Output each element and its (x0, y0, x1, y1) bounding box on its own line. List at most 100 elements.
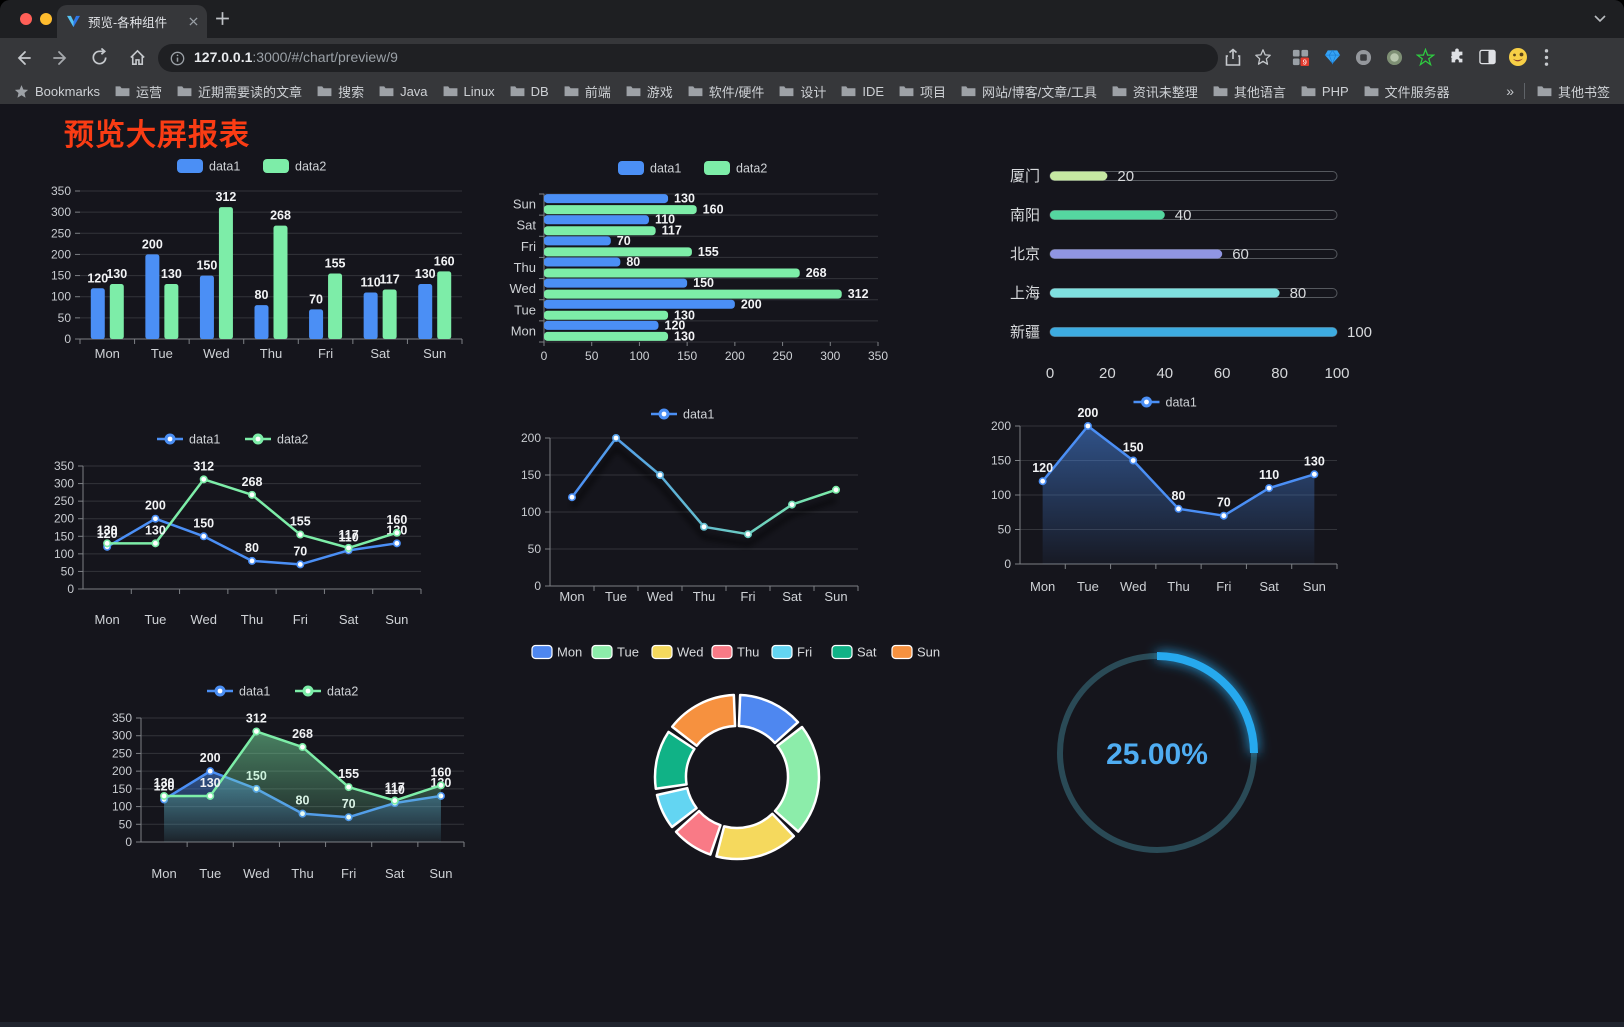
svg-text:110: 110 (361, 275, 381, 289)
svg-text:50: 50 (998, 523, 1012, 537)
extension-green-star-icon[interactable] (1416, 48, 1435, 67)
svg-text:300: 300 (51, 205, 71, 219)
svg-text:40: 40 (1175, 207, 1192, 224)
svg-text:130: 130 (1304, 454, 1325, 468)
svg-text:50: 50 (119, 817, 133, 831)
url-text: 127.0.0.1:3000/#/chart/preview/9 (194, 49, 398, 65)
forward-icon[interactable] (52, 49, 70, 67)
folder-icon (779, 86, 794, 97)
folder-icon (1301, 86, 1316, 97)
bookmarks-manager[interactable]: Bookmarks (14, 84, 100, 99)
extension-grid-icon[interactable]: 9 (1291, 48, 1310, 67)
svg-text:80: 80 (626, 255, 640, 269)
svg-text:Sun: Sun (423, 346, 446, 361)
folder-icon (1213, 86, 1228, 97)
svg-text:Wed: Wed (510, 281, 537, 296)
svg-text:20: 20 (1117, 168, 1134, 185)
minimize-window-button[interactable] (40, 13, 52, 25)
extension-panel-icon[interactable] (1479, 49, 1496, 65)
tab-search-chevron-icon[interactable] (1594, 15, 1606, 23)
folder-icon (1537, 86, 1552, 97)
bookmark-folder[interactable]: PHP (1301, 84, 1349, 99)
svg-text:Wed: Wed (203, 346, 230, 361)
svg-text:100: 100 (54, 547, 74, 561)
svg-text:160: 160 (430, 765, 451, 779)
svg-text:200: 200 (200, 751, 221, 765)
share-icon[interactable] (1224, 48, 1242, 67)
bookmark-folder[interactable]: 运营 (115, 82, 162, 101)
svg-text:data1: data1 (189, 433, 220, 447)
chart-area-single: 0 50 100 150 200 Mon Tue Wed Thu Fri Sat Sun 120 200 1… (990, 391, 1345, 603)
reload-icon[interactable] (90, 48, 109, 67)
bookmark-folder[interactable]: 软件/硬件 (688, 82, 764, 101)
folder-icon (961, 86, 976, 97)
bookmark-folder[interactable]: DB (510, 84, 549, 99)
svg-text:Wed: Wed (647, 589, 674, 604)
extension-circle-icon[interactable] (1355, 49, 1372, 66)
svg-text:data2: data2 (277, 433, 308, 447)
bookmarks-divider (1523, 83, 1525, 99)
svg-text:Sun: Sun (513, 197, 536, 212)
bookmarks-overflow-chevron[interactable]: » (1506, 83, 1514, 99)
svg-text:350: 350 (112, 711, 132, 725)
svg-text:Tue: Tue (1077, 579, 1099, 594)
svg-text:data2: data2 (327, 685, 358, 699)
browser-tab[interactable]: 预览-各种组件 (57, 5, 207, 38)
bookmark-folder[interactable]: 设计 (779, 82, 826, 101)
svg-text:110: 110 (1259, 468, 1279, 482)
svg-text:110: 110 (338, 530, 358, 544)
svg-text:200: 200 (142, 237, 163, 251)
svg-text:南阳: 南阳 (1010, 207, 1040, 224)
svg-text:117: 117 (662, 224, 682, 238)
chart-bar-vertical: 0 50 100 150 200 250 300 350 Mon Tue Wed Thu Fri Sat S… (38, 152, 470, 386)
bookmark-folder[interactable]: 游戏 (626, 82, 673, 101)
url-bar[interactable]: 127.0.0.1:3000/#/chart/preview/9 (158, 44, 1218, 72)
svg-text:上海: 上海 (1010, 285, 1040, 302)
back-icon[interactable] (14, 49, 32, 67)
bookmark-folder[interactable]: 其他语言 (1213, 82, 1286, 101)
svg-text:Thu: Thu (260, 346, 282, 361)
bookmark-folder[interactable]: Java (379, 84, 428, 99)
svg-text:100: 100 (521, 505, 541, 519)
new-tab-button[interactable] (214, 10, 231, 27)
other-bookmarks-folder[interactable]: 其他书签 (1537, 82, 1610, 101)
svg-text:200: 200 (112, 764, 132, 778)
svg-text:Sun: Sun (917, 645, 940, 660)
svg-text:250: 250 (54, 494, 74, 508)
bookmark-folder[interactable]: 项目 (899, 82, 946, 101)
site-info-icon[interactable] (170, 51, 185, 66)
svg-text:data2: data2 (295, 160, 326, 174)
svg-text:Fri: Fri (293, 612, 308, 627)
svg-text:268: 268 (292, 727, 313, 741)
bookmark-folder[interactable]: 文件服务器 (1364, 82, 1450, 101)
home-icon[interactable] (128, 48, 147, 67)
svg-text:350: 350 (51, 184, 71, 198)
bookmark-folder[interactable]: 资讯未整理 (1112, 82, 1198, 101)
bookmark-folder[interactable]: Linux (443, 84, 495, 99)
bookmark-star-icon[interactable] (1254, 48, 1272, 66)
svg-text:data1: data1 (683, 408, 714, 422)
bookmark-folder[interactable]: 网站/博客/文章/工具 (961, 82, 1097, 101)
kebab-menu-icon[interactable] (1544, 48, 1549, 67)
bookmark-folder[interactable]: 近期需要读的文章 (177, 82, 302, 101)
folder-icon (115, 86, 130, 97)
svg-text:0: 0 (125, 835, 132, 849)
bookmark-folder[interactable]: IDE (841, 84, 884, 99)
extension-green-circle-icon[interactable] (1386, 49, 1403, 66)
svg-text:Thu: Thu (291, 866, 313, 881)
bookmark-folder[interactable]: 前端 (564, 82, 611, 101)
extension-emoji-icon[interactable] (1508, 47, 1528, 67)
svg-text:350: 350 (54, 459, 74, 473)
bottom-strip (0, 1022, 1624, 1027)
svg-text:Fri: Fri (318, 346, 333, 361)
chart-line-gradient: 0 50 100 150 200 Mon Tue Wed Thu Fri Sat Sun data1 (505, 401, 865, 613)
tab-close-icon[interactable] (189, 17, 198, 26)
svg-text:Mon: Mon (511, 323, 536, 338)
extension-gem-icon[interactable] (1324, 49, 1341, 65)
close-window-button[interactable] (20, 13, 32, 25)
tab-title: 预览-各种组件 (88, 16, 168, 30)
svg-text:Sat: Sat (857, 645, 877, 660)
svg-text:Tue: Tue (199, 866, 221, 881)
bookmark-folder[interactable]: 搜索 (317, 82, 364, 101)
extensions-puzzle-icon[interactable] (1448, 48, 1466, 66)
